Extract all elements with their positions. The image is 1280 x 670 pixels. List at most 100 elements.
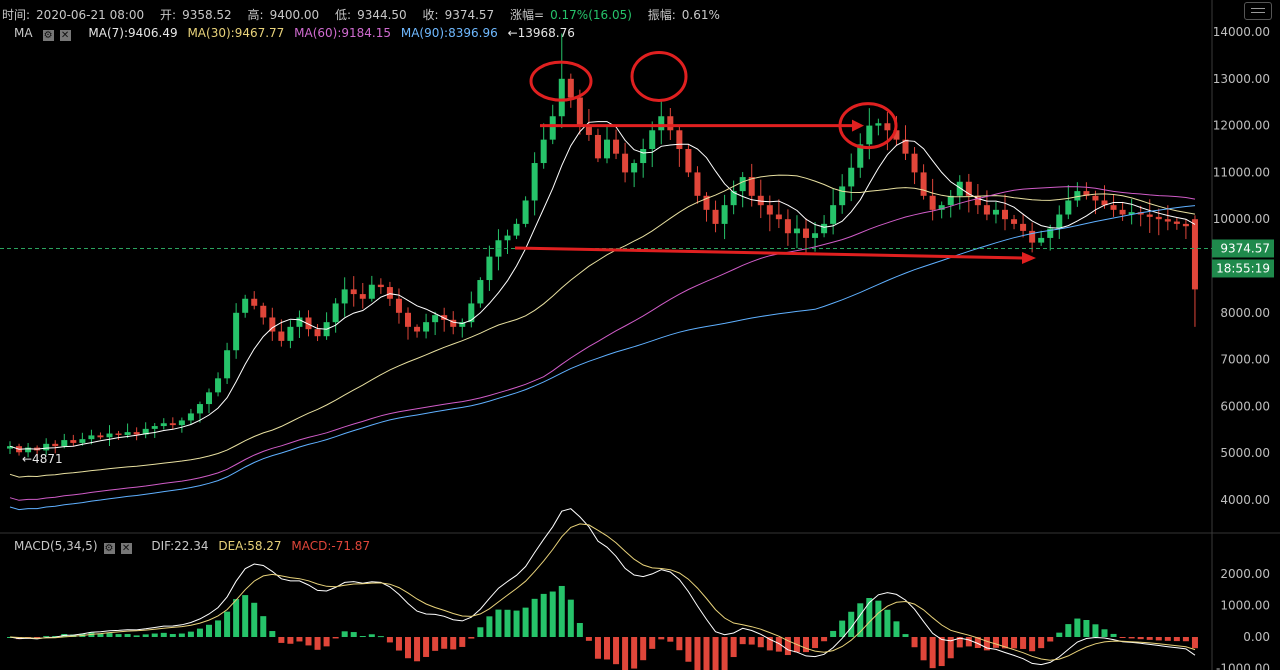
candle-body: [604, 139, 610, 159]
macd-bar: [405, 637, 411, 659]
macd-bar: [631, 637, 638, 669]
candle-body: [540, 139, 547, 164]
low-price-marker: ←4871: [22, 452, 63, 466]
macd-bar: [974, 637, 981, 648]
macd-bar: [43, 636, 50, 638]
macd-bar: [1137, 637, 1144, 640]
candle-body: [133, 432, 140, 435]
change-value: 0.17%(16.05): [550, 8, 632, 22]
candle-body: [395, 298, 402, 313]
price-tick-label: 12000.00: [1213, 119, 1270, 133]
candle-body: [613, 139, 620, 154]
macd-bar: [1065, 624, 1072, 637]
candle-body: [405, 312, 411, 327]
macd-bar: [169, 634, 176, 637]
macd-bar: [269, 631, 276, 637]
macd-bar: [803, 637, 809, 653]
ma30-value: MA(30):9467.77: [187, 26, 285, 40]
candle-body: [631, 163, 638, 173]
candle-body: [1029, 230, 1036, 243]
dif-value: DIF:22.34: [151, 539, 209, 553]
low-value: 9344.50: [357, 8, 407, 22]
peak-circle: [838, 102, 898, 150]
macd-bar: [70, 634, 77, 637]
macd-bar: [296, 637, 303, 642]
candle-body: [97, 435, 104, 438]
candle-body: [1110, 205, 1117, 210]
candle-body: [803, 228, 809, 238]
candle-body: [43, 443, 50, 451]
macd-bar: [377, 636, 384, 638]
candle-body: [866, 125, 873, 145]
macd-bar: [441, 637, 448, 649]
candle-body: [748, 177, 755, 196]
candle-body: [25, 447, 32, 453]
candle-body: [983, 205, 990, 215]
candle-body: [1065, 200, 1072, 215]
candle-body: [857, 144, 864, 168]
macd-tick-label: 1000.00: [1220, 599, 1270, 613]
ma90-value: MA(90):8396.96: [400, 26, 498, 40]
peak-circle: [529, 60, 593, 102]
pane-collapse-button[interactable]: [1244, 2, 1272, 20]
macd-bar: [712, 637, 719, 670]
time-label: 时间:: [2, 8, 31, 22]
macd-tick-label: 0.00: [1243, 630, 1270, 644]
time-value: 2020-06-21 08:00: [36, 8, 145, 22]
candle-body: [1038, 237, 1045, 243]
candle-body: [640, 149, 647, 164]
candle-body: [594, 134, 601, 159]
macd-bar: [504, 609, 511, 637]
candle-body: [911, 153, 918, 173]
macd-bar: [730, 637, 737, 658]
candle-body: [712, 209, 719, 224]
macd-bar: [287, 637, 294, 644]
macd-bar: [459, 637, 466, 647]
macd-bar: [857, 603, 864, 637]
macd-bar: [884, 609, 891, 637]
ohlc-header: 时间: 2020-06-21 08:00 开: 9358.52 高: 9400.00 …: [2, 6, 732, 24]
macd-bar: [495, 609, 502, 637]
candle-body: [549, 116, 556, 140]
macd-bar: [359, 636, 366, 638]
candle-body: [793, 228, 800, 234]
macd-bar: [160, 632, 167, 637]
candle-body: [784, 219, 791, 234]
candles: [7, 33, 1198, 459]
ma-close-icon[interactable]: ✕: [59, 30, 71, 41]
macd-bar: [151, 633, 158, 637]
macd-bar: [522, 607, 529, 637]
dea-line: [9, 523, 1196, 661]
ma-settings-icon[interactable]: ⚙: [42, 30, 54, 41]
candle-body: [450, 319, 457, 327]
macd-bar: [775, 637, 782, 652]
macd-bar: [902, 634, 909, 637]
candle-body: [278, 331, 285, 341]
candle-body: [178, 420, 185, 426]
ma7-value: MA(7):9406.49: [88, 26, 178, 40]
candle-body: [414, 326, 421, 332]
macd-settings-icon[interactable]: ⚙: [103, 543, 115, 554]
price-tick-label: 13000.00: [1213, 72, 1270, 86]
candle-body: [79, 439, 86, 443]
macd-bar: [16, 637, 23, 640]
candle-body: [305, 317, 312, 330]
candle-body: [1146, 214, 1153, 217]
macd-bar: [142, 634, 149, 637]
macd-bar: [947, 637, 954, 659]
macd-bar: [106, 633, 113, 637]
macd-bar: [821, 637, 828, 642]
macd-bar: [585, 637, 592, 641]
macd-close-icon[interactable]: ✕: [120, 543, 132, 554]
macd-bar: [1119, 637, 1126, 638]
amplitude-label: 振幅:: [647, 8, 676, 22]
macd-bar: [341, 631, 348, 637]
candle-body: [667, 116, 674, 131]
macd-bar: [929, 637, 936, 669]
candle-body: [187, 413, 194, 421]
candle-body: [1056, 214, 1063, 229]
candle-body: [160, 423, 167, 427]
candle-body: [1011, 219, 1018, 224]
candle-body: [242, 298, 249, 313]
